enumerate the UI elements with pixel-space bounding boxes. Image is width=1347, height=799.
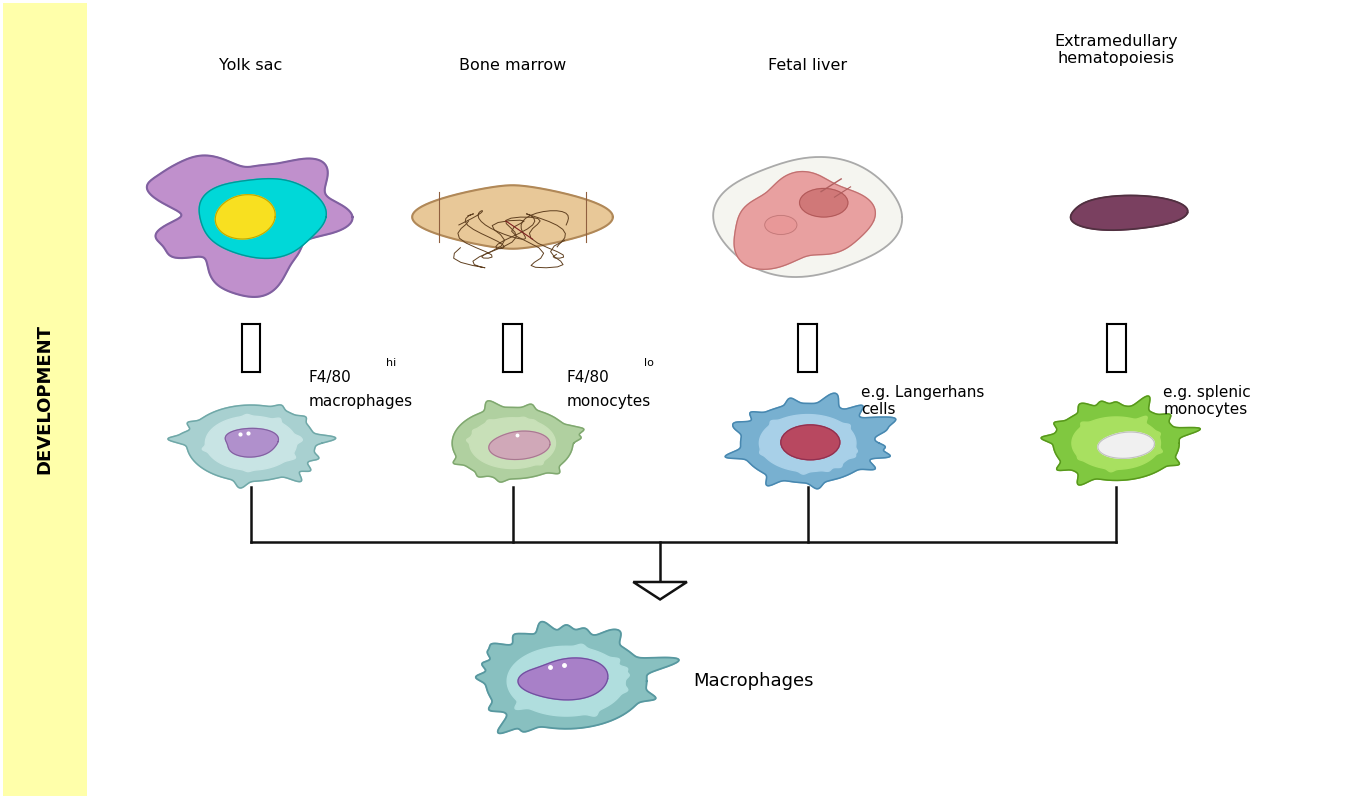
- Polygon shape: [508, 644, 629, 716]
- Polygon shape: [1071, 196, 1188, 230]
- Text: F4/80: F4/80: [308, 370, 352, 385]
- Text: F4/80: F4/80: [566, 370, 609, 385]
- Text: e.g. Langerhans
cells: e.g. Langerhans cells: [861, 385, 985, 417]
- Polygon shape: [519, 658, 607, 700]
- Text: macrophages: macrophages: [308, 394, 412, 409]
- Polygon shape: [1041, 396, 1200, 485]
- Polygon shape: [489, 431, 550, 459]
- Text: e.g. splenic
monocytes: e.g. splenic monocytes: [1162, 385, 1251, 417]
- Polygon shape: [760, 415, 858, 474]
- Polygon shape: [734, 172, 876, 269]
- Text: hi: hi: [387, 358, 396, 368]
- Polygon shape: [202, 415, 302, 471]
- Polygon shape: [412, 185, 613, 248]
- Text: lo: lo: [644, 358, 653, 368]
- Polygon shape: [453, 401, 583, 482]
- Text: DEVELOPMENT: DEVELOPMENT: [35, 324, 54, 475]
- Polygon shape: [147, 156, 353, 297]
- Text: Extramedullary
hematopoiesis: Extramedullary hematopoiesis: [1055, 34, 1179, 66]
- FancyBboxPatch shape: [3, 2, 88, 797]
- Polygon shape: [633, 582, 687, 599]
- Polygon shape: [1098, 432, 1154, 459]
- Polygon shape: [466, 417, 555, 468]
- Polygon shape: [725, 393, 896, 489]
- Text: Yolk sac: Yolk sac: [220, 58, 283, 73]
- Polygon shape: [168, 405, 335, 488]
- Polygon shape: [713, 157, 902, 277]
- Polygon shape: [225, 428, 279, 457]
- Polygon shape: [199, 179, 326, 258]
- Polygon shape: [475, 622, 679, 733]
- Text: Macrophages: Macrophages: [694, 672, 814, 690]
- Circle shape: [800, 189, 847, 217]
- Polygon shape: [1072, 416, 1162, 471]
- Text: Fetal liver: Fetal liver: [768, 58, 847, 73]
- Text: monocytes: monocytes: [566, 394, 651, 409]
- Circle shape: [781, 425, 839, 459]
- Text: Bone marrow: Bone marrow: [459, 58, 566, 73]
- Polygon shape: [216, 195, 275, 239]
- Circle shape: [765, 216, 797, 234]
